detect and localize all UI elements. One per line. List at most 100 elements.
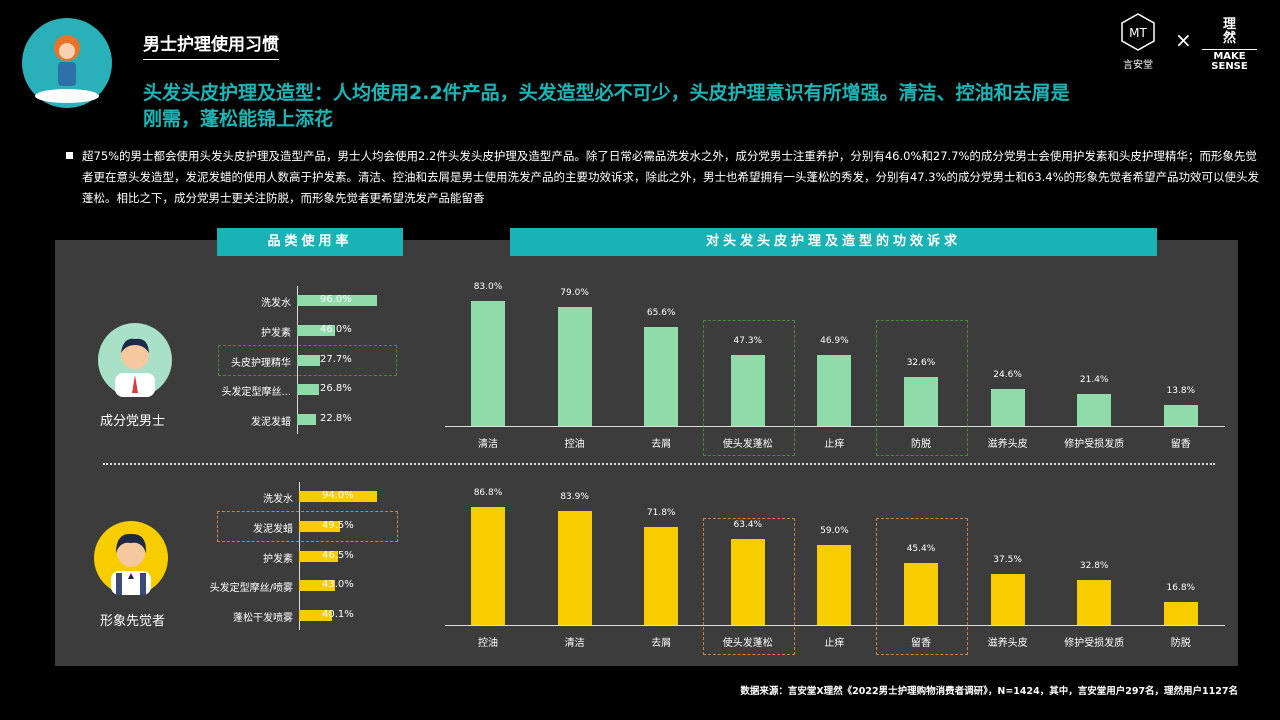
summary-bullet: 超75%的男士都会使用头发头皮护理及造型产品，男士人均会使用2.2件头发头皮护理… <box>66 146 1262 209</box>
highlight-box <box>218 344 397 376</box>
bar <box>1163 602 1198 625</box>
value-label: 47.3% <box>733 335 763 346</box>
bar <box>297 324 336 336</box>
bar <box>1077 580 1112 625</box>
bar <box>299 491 378 502</box>
value-label: 46.5% <box>322 549 354 561</box>
category-label: 发泥发蜡 <box>251 417 291 429</box>
bar <box>730 354 765 426</box>
value-label: 40.1% <box>322 609 354 621</box>
persona-label-2: 形象先觉者 <box>100 614 166 629</box>
value-label: 46.9% <box>820 336 849 347</box>
category-label: 头发定型摩丝... <box>221 387 291 399</box>
value-label: 65.6% <box>646 307 676 318</box>
persona-label-1: 成分党男士 <box>100 414 166 429</box>
category-label: 清洁 <box>564 638 585 649</box>
persona-avatar-ingredient <box>98 323 172 401</box>
lirán-logo: 理 然 MAKE SENSE <box>1202 18 1257 72</box>
value-label: 59.0% <box>820 525 849 536</box>
bar <box>297 295 377 306</box>
bar <box>297 354 320 366</box>
headline: 头发头皮护理及造型：人均使用2.2件产品，头发造型必不可少，头皮护理意识有所增强… <box>143 82 1070 130</box>
category-label: 防脱 <box>1170 638 1191 649</box>
value-label: 24.6% <box>993 369 1022 380</box>
category-label: 清洁 <box>478 439 498 450</box>
value-label: 71.8% <box>646 508 676 519</box>
bar <box>904 376 938 426</box>
v-axis-line <box>445 625 1225 626</box>
bar <box>817 544 852 625</box>
v-axis-line <box>445 426 1225 427</box>
highlight-box <box>876 518 968 655</box>
svg-text:MT: MT <box>1129 26 1147 40</box>
category-label: 头发定型摩丝/喷雾 <box>209 583 293 595</box>
times-icon: × <box>1175 28 1192 52</box>
value-label: 45.4% <box>906 544 936 555</box>
bar <box>990 574 1025 625</box>
category-label: 滋养头皮 <box>987 638 1028 649</box>
value-label: 96.0% <box>320 294 352 305</box>
value-label: 22.8% <box>320 413 352 425</box>
left-header: 品类使用率 <box>217 228 403 256</box>
category-label: 头皮护理精华 <box>231 357 291 369</box>
value-label: 49.5% <box>322 519 354 531</box>
category-label: 控油 <box>478 638 498 649</box>
category-label: 修护受损发质 <box>1064 638 1125 649</box>
highlight-box <box>876 320 968 456</box>
mascot-logo <box>22 18 112 108</box>
right-header: 对头发头皮护理及造型的功效诉求 <box>510 228 1157 256</box>
value-label: 43.0% <box>322 579 354 591</box>
value-label: 86.8% <box>473 487 503 498</box>
category-label: 护发素 <box>263 553 293 565</box>
bar <box>297 414 316 426</box>
category-label: 留香 <box>911 638 931 649</box>
category-label: 止痒 <box>824 638 845 649</box>
bar <box>644 527 679 625</box>
category-label: 止痒 <box>824 439 845 450</box>
bar <box>1163 405 1198 426</box>
bar <box>1077 393 1112 426</box>
highlight-box <box>702 518 795 655</box>
bar <box>990 388 1025 426</box>
value-label: 83.0% <box>473 281 503 292</box>
category-label: 去屑 <box>651 638 672 649</box>
category-label: 修护受损发质 <box>1064 439 1125 450</box>
category-label: 使头发蓬松 <box>722 638 773 649</box>
category-label: 洗发水 <box>261 298 291 309</box>
bar <box>299 580 335 592</box>
category-label: 蓬松干发喷雾 <box>233 613 293 625</box>
value-label: 63.4% <box>733 519 763 530</box>
bar <box>299 520 341 532</box>
bar <box>557 510 592 625</box>
bar <box>644 326 679 426</box>
section-divider <box>103 463 1215 465</box>
category-label: 发泥发蜡 <box>253 523 293 535</box>
page-title: 男士护理使用习惯 <box>143 30 279 60</box>
value-label: 21.4% <box>1079 374 1109 385</box>
highlight-box <box>217 510 398 542</box>
yananTang-logo: MT 言安堂 <box>1118 12 1158 71</box>
bar <box>471 300 505 426</box>
value-label: 16.8% <box>1166 583 1196 594</box>
value-label: 37.5% <box>993 555 1022 565</box>
value-label: 13.8% <box>1166 386 1196 397</box>
category-label: 留香 <box>1170 439 1191 450</box>
category-label: 防脱 <box>911 439 931 450</box>
highlight-box <box>702 320 795 456</box>
bar <box>471 506 505 625</box>
bar <box>730 538 765 625</box>
category-label: 护发素 <box>261 327 291 339</box>
value-label: 94.0% <box>322 490 354 501</box>
value-label: 27.7% <box>320 353 352 365</box>
data-source-footer: 数据来源：言安堂X理然《2022男士护理购物消费者调研》，N=1424，其中，言… <box>740 686 1238 697</box>
value-label: 32.6% <box>906 357 936 368</box>
bar <box>299 550 338 562</box>
category-label: 洗发水 <box>263 494 293 505</box>
bar <box>904 563 938 625</box>
bar <box>297 384 320 396</box>
value-label: 79.0% <box>560 287 589 298</box>
value-label: 83.9% <box>560 491 589 502</box>
value-label: 46.0% <box>320 323 352 335</box>
bar <box>817 355 852 426</box>
value-label: 26.8% <box>320 383 352 395</box>
